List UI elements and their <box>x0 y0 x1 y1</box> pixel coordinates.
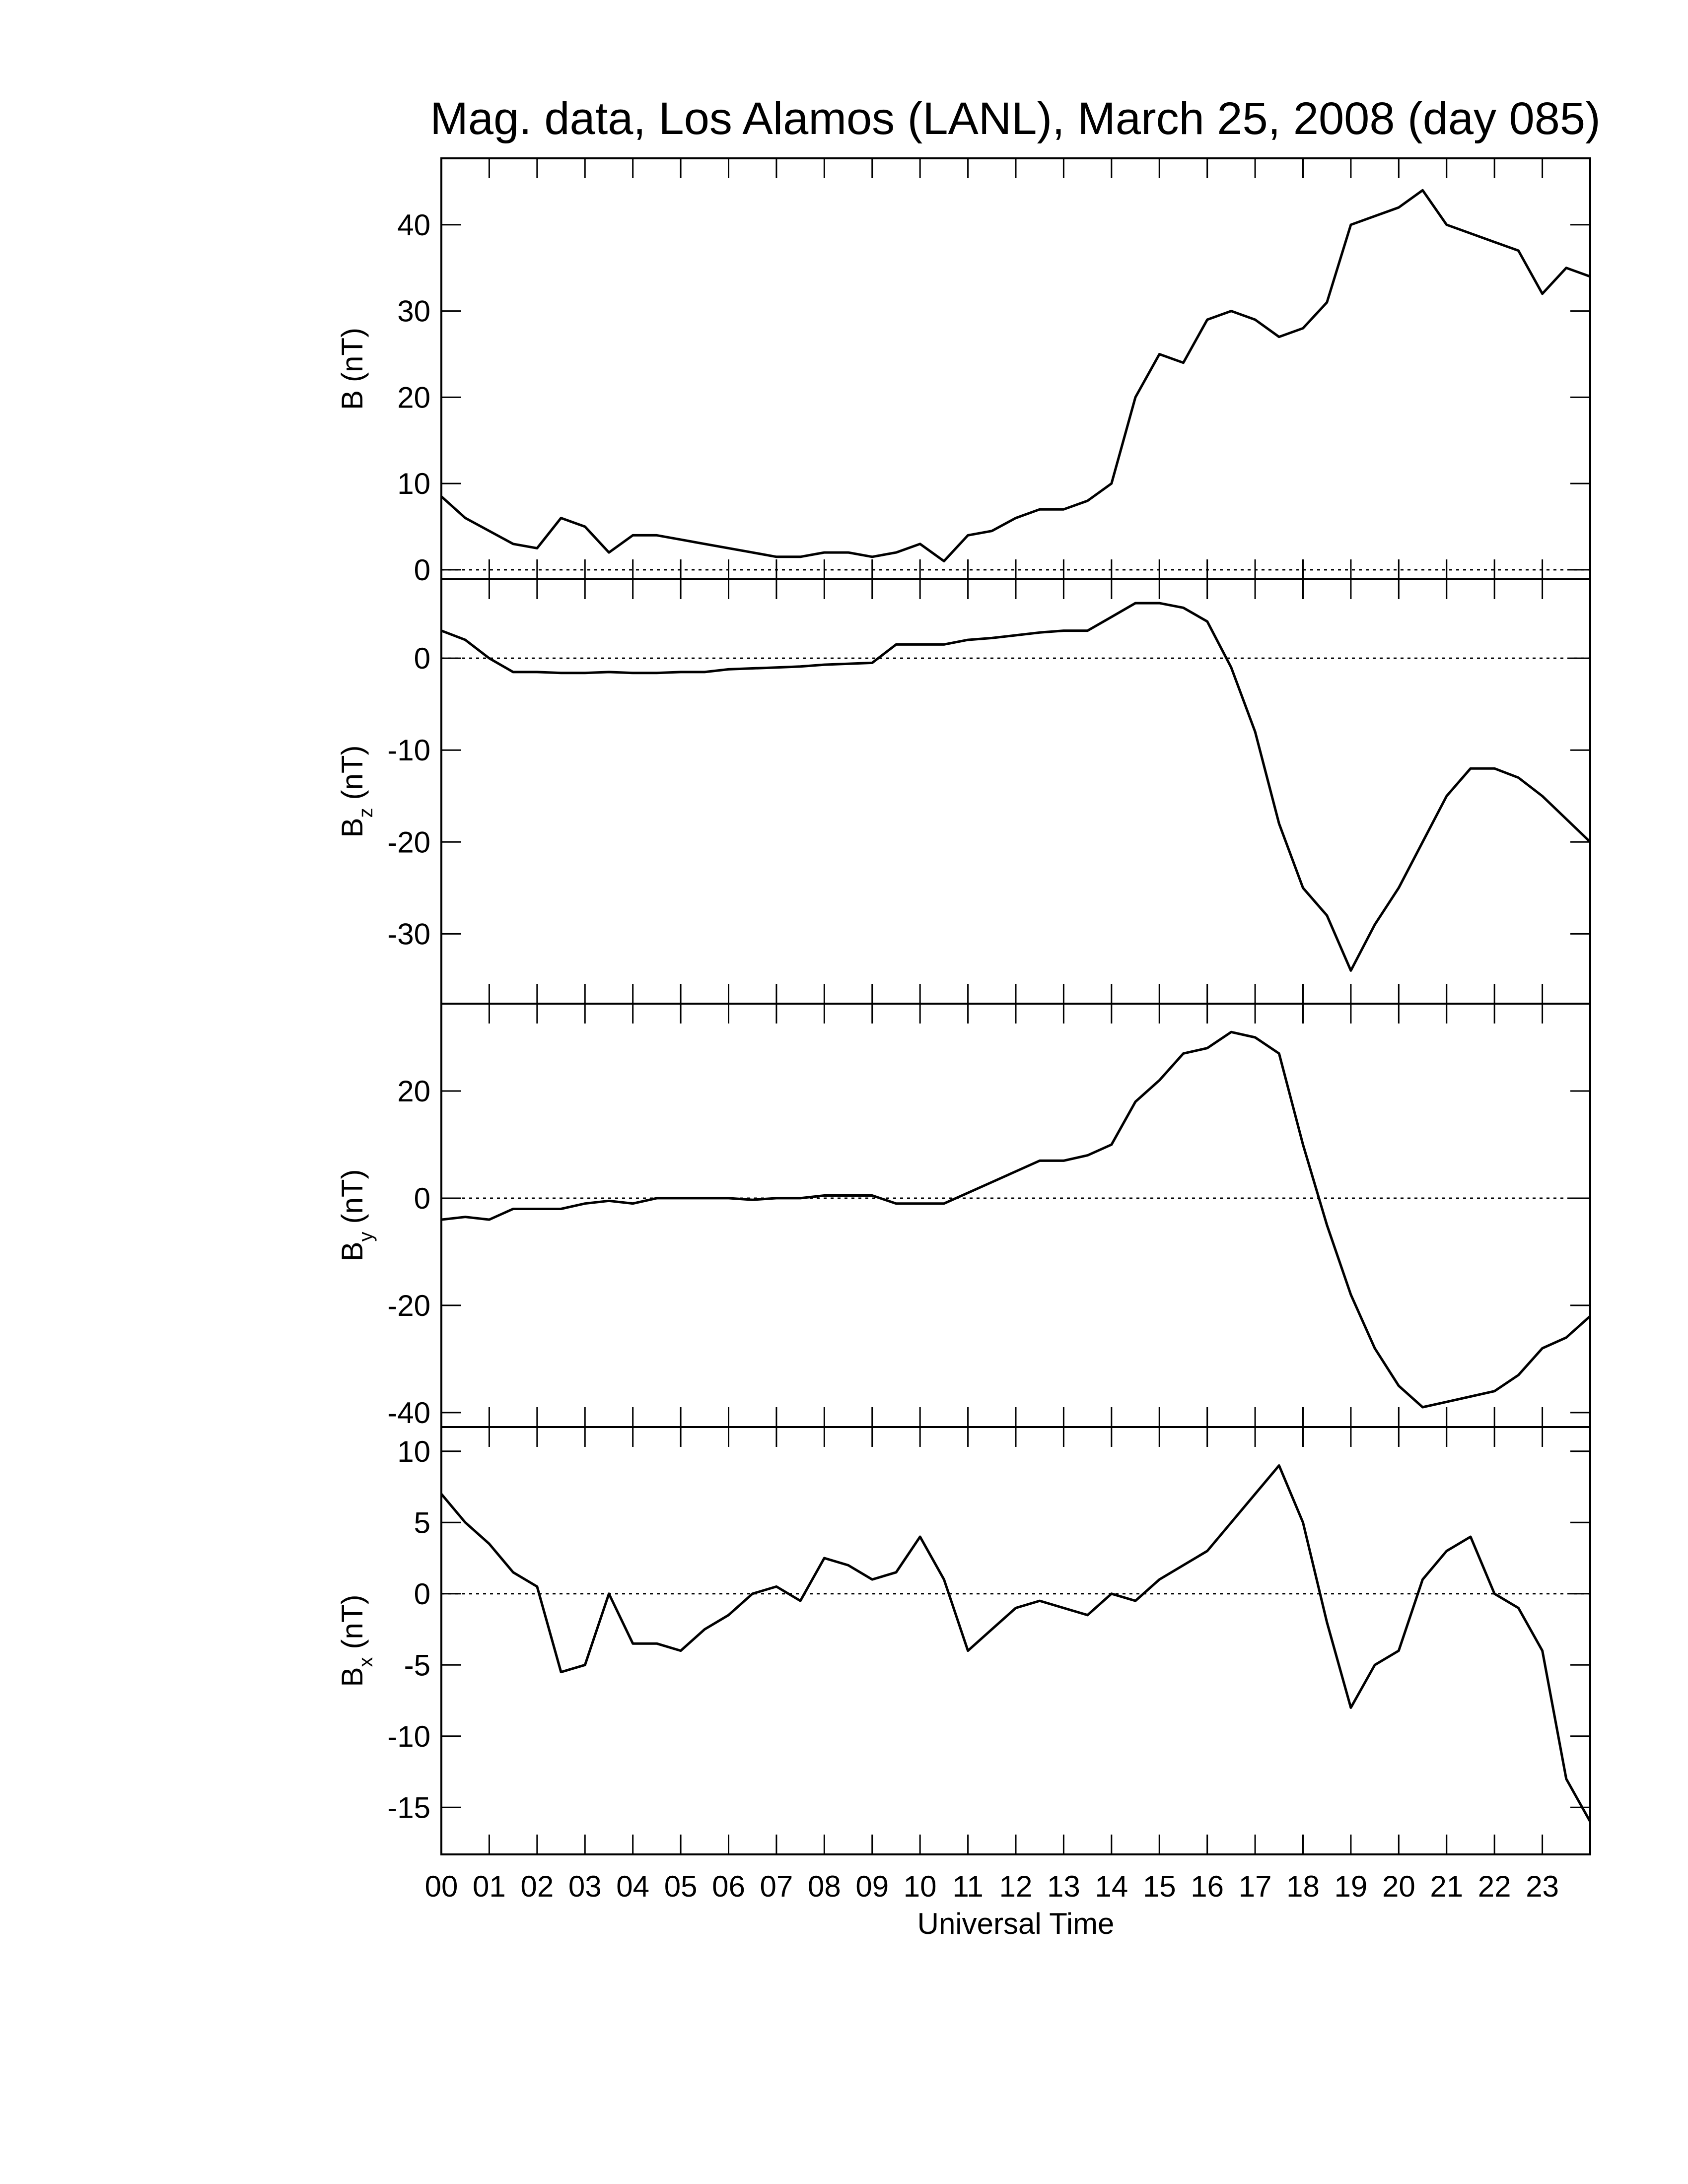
x-tick-label: 22 <box>1478 1870 1511 1903</box>
plot-frame <box>440 578 1591 1005</box>
x-tick-label: 03 <box>568 1870 602 1903</box>
x-tick-label: 08 <box>808 1870 841 1903</box>
y-tick-label: -40 <box>387 1396 430 1430</box>
y-tick-label: -15 <box>387 1791 430 1824</box>
y-tick-label: -30 <box>387 917 430 951</box>
x-tick-label: 04 <box>616 1870 649 1903</box>
x-tick-label: 19 <box>1335 1870 1368 1903</box>
x-tick-label: 17 <box>1239 1870 1272 1903</box>
x-tick-label: 14 <box>1095 1870 1128 1903</box>
y-label-sub: z <box>355 808 377 818</box>
y-axis-label: Bx (nT) <box>336 1594 377 1687</box>
y-tick-label: 20 <box>397 1075 430 1108</box>
plot-frame <box>440 1003 1591 1428</box>
x-tick-label: 00 <box>425 1870 458 1903</box>
x-tick-label: 16 <box>1191 1870 1224 1903</box>
y-tick-label: 20 <box>397 381 430 414</box>
y-label-unit: (nT) <box>336 745 369 800</box>
data-line <box>441 1030 1591 1409</box>
x-tick-label: 21 <box>1430 1870 1463 1903</box>
x-tick-label: 01 <box>473 1870 506 1903</box>
y-axis-label: By (nT) <box>336 1169 377 1261</box>
y-tick-label: 5 <box>414 1506 430 1539</box>
y-label-main: B <box>336 390 369 410</box>
y-tick-label: 0 <box>414 1577 430 1611</box>
x-tick-label: 05 <box>664 1870 698 1903</box>
y-label-sub: x <box>355 1657 377 1667</box>
data-line <box>440 189 1591 562</box>
y-label-main: B <box>336 1241 369 1261</box>
y-tick-label: 0 <box>414 553 430 587</box>
plot-frame <box>440 157 1591 580</box>
x-tick-label: 10 <box>904 1870 937 1903</box>
figure-title: Mag. data, Los Alamos (LANL), March 25, … <box>430 93 1600 144</box>
y-tick-label: 10 <box>397 467 430 500</box>
y-tick-label: 40 <box>397 208 430 242</box>
x-tick-label: 09 <box>855 1870 889 1903</box>
y-axis-label: B (nT) <box>336 328 369 410</box>
x-tick-label: 13 <box>1047 1870 1080 1903</box>
y-label-main: B <box>336 1667 369 1687</box>
y-axis-label: Bz (nT) <box>336 745 377 837</box>
y-tick-label: -10 <box>387 734 430 767</box>
y-tick-label: 0 <box>414 642 430 675</box>
x-tick-label: 20 <box>1382 1870 1415 1903</box>
x-axis-label: Universal Time <box>917 1907 1115 1940</box>
y-label-main: B <box>336 818 369 837</box>
x-tick-label: 18 <box>1286 1870 1320 1903</box>
y-label-unit: (nT) <box>336 1594 369 1649</box>
y-label-sub: y <box>355 1231 377 1241</box>
y-label-unit: (nT) <box>336 328 369 382</box>
y-tick-label: 0 <box>414 1182 430 1215</box>
y-tick-label: 30 <box>397 295 430 328</box>
x-tick-label: 15 <box>1143 1870 1176 1903</box>
data-line <box>440 1464 1592 1823</box>
y-label-unit: (nT) <box>336 1169 369 1224</box>
y-tick-label: -20 <box>387 825 430 859</box>
x-tick-label: 02 <box>520 1870 554 1903</box>
x-tick-label: 11 <box>952 1870 983 1903</box>
x-tick-label: 12 <box>999 1870 1033 1903</box>
y-tick-label: -5 <box>404 1648 430 1682</box>
y-tick-label: 10 <box>397 1435 430 1468</box>
data-line <box>441 602 1591 972</box>
y-tick-label: -10 <box>387 1720 430 1753</box>
x-tick-label: 06 <box>712 1870 745 1903</box>
y-tick-label: -20 <box>387 1289 430 1322</box>
plot-frame <box>440 1426 1591 1855</box>
x-tick-label: 07 <box>760 1870 793 1903</box>
x-tick-label: 23 <box>1526 1870 1559 1903</box>
